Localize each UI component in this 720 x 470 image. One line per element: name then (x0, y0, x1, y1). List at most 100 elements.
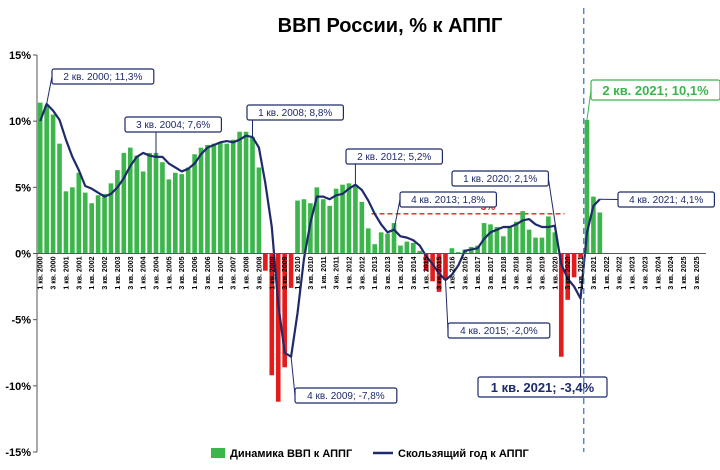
x-tick-label: 3 кв. 2001 (76, 256, 83, 289)
x-tick-label: 3 кв. 2000 (51, 256, 58, 289)
gdp-bar (140, 171, 146, 254)
line-series (39, 102, 601, 358)
gdp-bar (121, 152, 127, 254)
gdp-bar (275, 253, 281, 402)
x-tick-label: 3 кв. 2005 (179, 256, 186, 289)
gdp-bar (57, 143, 62, 254)
gdp-bar (320, 199, 326, 254)
x-tick-label: 3 кв. 2014 (411, 256, 418, 289)
legend-line-label: Скользящий год к АППГ (398, 448, 529, 460)
gdp-bar (333, 188, 339, 254)
x-tick-label: 3 кв. 2016 (462, 256, 469, 289)
gdp-bar (327, 205, 333, 254)
gdp-bar (359, 201, 365, 254)
x-tick-label: 1 кв. 2017 (475, 256, 482, 289)
annotations: 2 кв. 2000; 11,3% 3 кв. 2004; 7,6% 1 кв. 2… (46, 68, 720, 404)
annotation-label: 2 кв. 2000; 11,3% (63, 72, 142, 83)
annotation-box (51, 68, 155, 85)
x-tick-label: 3 кв. 2024 (668, 256, 675, 289)
gdp-bar (488, 224, 493, 254)
gdp-bar (520, 211, 525, 254)
gdp-bar (552, 232, 558, 254)
gdp-bar (391, 223, 397, 254)
gdp-bar (475, 245, 480, 254)
x-tick-label: 1 кв. 2020 (552, 256, 559, 289)
x-tick-label: 1 кв. 2001 (63, 256, 70, 289)
y-tick-label: 5% (15, 182, 31, 194)
gdp-bar (37, 102, 43, 254)
annotation-box (617, 191, 716, 208)
gdp-bar (346, 183, 352, 254)
y-tick-label: 10% (9, 116, 31, 128)
gdp-bar (501, 236, 506, 254)
x-tick-label: 1 кв. 2011 (321, 256, 328, 289)
gdp-bar (198, 147, 204, 254)
gdp-bar (449, 248, 455, 254)
annotation-leader (393, 199, 401, 230)
gdp-bar (404, 241, 410, 254)
x-tick-label: 1 кв. 2003 (115, 256, 122, 289)
annotation-label: 4 кв. 2021; 4,1% (629, 195, 703, 206)
annotation-label: 1 кв. 2008; 8,8% (258, 108, 332, 119)
annotation-leader (290, 356, 296, 396)
x-tick-label: 1 кв. 2004 (141, 256, 148, 289)
x-tick-label: 1 кв. 2024 (655, 256, 662, 289)
x-tick-label: 1 кв. 2015 (424, 256, 431, 289)
gdp-bar (185, 167, 191, 254)
x-tick-label: 1 кв. 2000 (38, 256, 45, 289)
chart-title: ВВП России, % к АППГ (278, 15, 503, 37)
gdp-bar (250, 137, 255, 254)
x-tick-label: 3 кв. 2008 (256, 256, 263, 289)
gdp-bar (558, 253, 564, 357)
gdp-bar (301, 199, 307, 254)
x-tick-label: 1 кв. 2018 (501, 256, 508, 289)
x-tick-label: 1 кв. 2007 (218, 256, 225, 289)
gdp-bar (192, 154, 197, 254)
gdp-bar (70, 187, 75, 254)
gdp-bar (385, 233, 390, 254)
x-tick-label: 3 кв. 2010 (308, 256, 315, 289)
x-tick-label: 1 кв. 2002 (89, 256, 96, 289)
gdp-bar (102, 193, 107, 254)
annotation-leader (444, 279, 449, 331)
gdp-bar (256, 167, 262, 254)
gdp-bar (578, 253, 583, 258)
y-axis: 15% 10% 5% 0% -5% -10% -15% (5, 50, 38, 459)
gdp-bar (134, 155, 140, 254)
x-tick-label: 3 кв. 2013 (385, 256, 392, 289)
x-tick-label: 1 кв. 2008 (244, 256, 251, 289)
gdp-bar (82, 192, 88, 254)
annotation-box (590, 79, 720, 101)
gdp-bar (237, 131, 242, 254)
x-tick-label: 1 кв. 2014 (398, 256, 405, 289)
x-tick-label: 1 кв. 2016 (449, 256, 456, 289)
gdp-bar (179, 174, 185, 254)
annotation-box (246, 104, 345, 121)
x-tick-label: 3 кв. 2003 (128, 256, 135, 289)
annotation-label: 4 кв. 2009; -7,8% (307, 391, 385, 402)
x-tick-label: 1 кв. 2022 (604, 256, 611, 289)
gdp-bar (372, 244, 378, 254)
gdp-bar (160, 162, 165, 254)
y-tick-label: -10% (5, 381, 31, 393)
gdp-bar (513, 221, 519, 254)
gdp-bar (423, 253, 429, 271)
annotation-label: 2 кв. 2021; 10,1% (602, 83, 709, 98)
gdp-bar (288, 253, 294, 288)
annotation-label: 4 кв. 2013; 1,8% (411, 195, 485, 206)
x-tick-label: 1 кв. 2013 (372, 256, 379, 289)
gdp-bar (494, 227, 500, 254)
x-tick-label: 1 кв. 2019 (527, 256, 534, 289)
gdp-bar (526, 229, 532, 254)
gdp-bar (533, 237, 538, 254)
annotation-box (451, 170, 550, 187)
gdp-bar (50, 114, 56, 254)
x-tick-label: 3 кв. 2019 (539, 256, 546, 289)
x-tick-label: 1 кв. 2006 (192, 256, 199, 289)
gdp-bar (127, 147, 133, 254)
x-tick-label: 3 кв. 2020 (565, 256, 572, 289)
gdp-bar (63, 191, 69, 254)
annotation-box (294, 387, 398, 404)
annotation-leader (586, 89, 592, 120)
